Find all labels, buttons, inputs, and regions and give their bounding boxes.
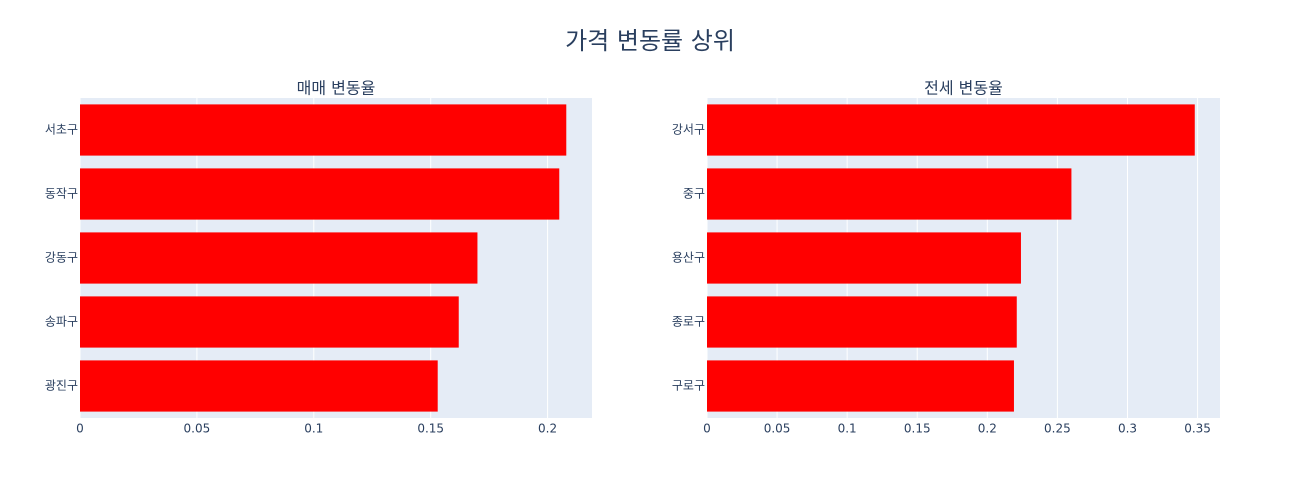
subplot-title: 매매 변동율 [297,79,376,98]
y-tick-label: 용산구 [672,251,705,265]
bar [707,232,1021,284]
x-tick-label: 0.35 [1184,422,1211,436]
bar [80,296,459,348]
x-tick-label: 0.2 [538,422,557,436]
bar [80,168,560,220]
bar [707,104,1195,156]
x-tick-label: 0.15 [904,422,931,436]
bar [707,296,1017,348]
y-tick-label: 서초구 [45,123,78,137]
bar [80,360,438,412]
subplot-title: 전세 변동율 [924,79,1003,98]
x-tick-label: 0.05 [184,422,211,436]
y-tick-label: 광진구 [45,379,78,393]
y-tick-label: 종로구 [672,315,705,329]
bar [707,168,1072,220]
bar [80,232,478,284]
y-tick-label: 동작구 [45,187,78,201]
x-tick-label: 0.3 [1118,422,1137,436]
chart-title: 가격 변동률 상위 [565,27,735,55]
x-tick-label: 0.25 [1044,422,1071,436]
bar [707,360,1014,412]
x-tick-label: 0 [76,422,84,436]
x-tick-label: 0 [703,422,711,436]
bar [80,104,567,156]
x-tick-label: 0.1 [838,422,857,436]
x-tick-label: 0.2 [978,422,997,436]
y-tick-label: 강서구 [672,123,705,137]
y-tick-label: 송파구 [45,315,78,329]
y-tick-label: 중구 [683,187,705,201]
y-tick-label: 구로구 [672,379,705,393]
x-tick-label: 0.1 [304,422,323,436]
x-tick-label: 0.05 [764,422,791,436]
y-tick-label: 강동구 [45,251,78,265]
x-tick-label: 0.15 [417,422,444,436]
